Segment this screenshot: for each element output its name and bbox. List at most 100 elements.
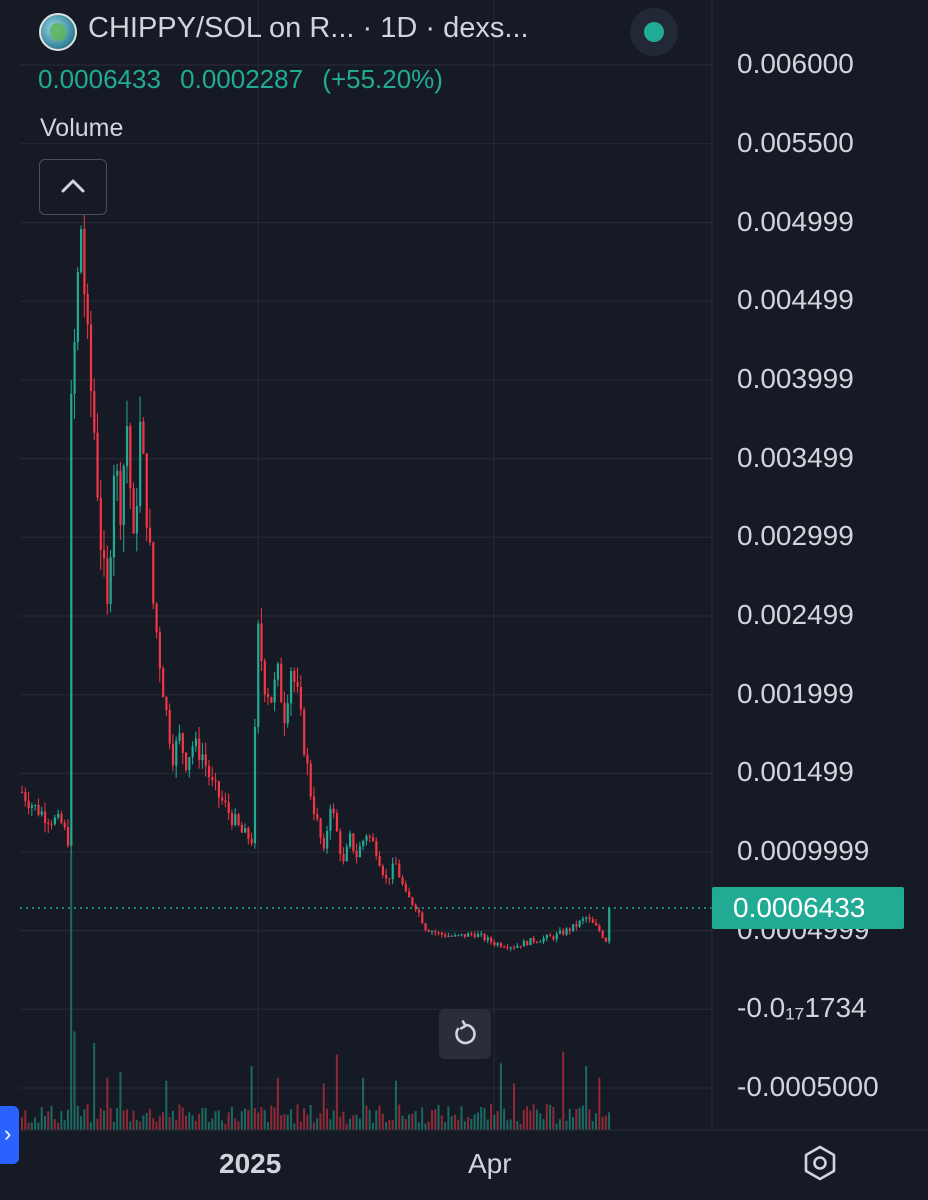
volume-bar [175, 1119, 178, 1130]
volume-bar [499, 1063, 502, 1130]
candle-body [162, 668, 165, 698]
volume-bar [116, 1107, 119, 1130]
volume-bar [119, 1072, 122, 1130]
candle-body [152, 542, 155, 604]
candle-body [139, 421, 142, 507]
interval[interactable]: 1D [380, 12, 418, 44]
candle-body [417, 909, 421, 913]
candle-body [368, 836, 371, 838]
volume-bar [391, 1120, 394, 1130]
candle-body [486, 937, 489, 941]
volume-bar [201, 1107, 204, 1130]
volume-bar [408, 1114, 411, 1130]
candle-body [601, 930, 604, 938]
chart-header[interactable]: CHIPPY/SOL on R... · 1D · dexs... [88, 12, 529, 45]
volume-indicator-label[interactable]: Volume [40, 114, 124, 142]
market-status-indicator[interactable] [630, 8, 678, 56]
volume-bar [37, 1122, 40, 1130]
candle-body [503, 946, 506, 948]
candle-body [76, 272, 79, 343]
candle-body [585, 917, 588, 919]
candle-body [558, 930, 562, 934]
candle-body [526, 941, 529, 946]
volume-bar [598, 1077, 601, 1130]
candle-body [506, 947, 509, 949]
candle-body [424, 923, 427, 931]
time-label-apr: Apr [468, 1148, 512, 1179]
volume-bar [93, 1043, 96, 1130]
volume-bar [496, 1110, 499, 1130]
volume-bar [57, 1122, 60, 1130]
candle-body [270, 696, 273, 703]
status-dot-icon [644, 22, 664, 42]
candle-body [34, 805, 37, 807]
volume-bar [388, 1119, 391, 1130]
volume-bar [152, 1118, 155, 1130]
volume-bar [604, 1115, 607, 1130]
volume-bar [63, 1120, 66, 1130]
candle-body [40, 811, 43, 815]
chart-grid [20, 0, 712, 1130]
volume-bar [306, 1114, 309, 1130]
volume-bar [53, 1119, 56, 1130]
volume-bar [385, 1122, 388, 1130]
candle-body [371, 837, 375, 842]
candle-body [431, 931, 434, 933]
candle-body [217, 781, 220, 798]
volume-bar [158, 1116, 161, 1130]
volume-bar [542, 1119, 545, 1130]
volume-bar [80, 1116, 83, 1130]
volume-bar [188, 1112, 191, 1130]
volume-bar [558, 1119, 561, 1130]
candle-body [332, 808, 335, 814]
volume-bar [381, 1113, 384, 1130]
volume-bar [326, 1108, 329, 1130]
candle-body [355, 850, 358, 858]
candle-body [129, 426, 132, 489]
candle-body [490, 937, 493, 943]
change-value: 0.0002287 [180, 64, 304, 94]
volume-bar [476, 1112, 479, 1130]
volume-bar [601, 1116, 604, 1130]
candle-body [408, 891, 411, 898]
candle-body [444, 934, 447, 937]
axis-settings-button[interactable] [800, 1143, 840, 1183]
volume-bar [257, 1112, 260, 1130]
candle-body [545, 935, 548, 939]
collapse-legend-button[interactable] [39, 159, 107, 215]
candle-body [214, 780, 217, 782]
volume-bar [293, 1123, 296, 1130]
volume-bar [345, 1123, 348, 1130]
side-panel-toggle[interactable]: › [0, 1106, 19, 1164]
candle-body [257, 623, 260, 728]
candle-body [306, 754, 309, 764]
candle-body [342, 853, 345, 862]
volume-bar [572, 1117, 575, 1130]
candle-body [253, 727, 257, 844]
candle-body [21, 792, 24, 794]
volume-bar [516, 1121, 519, 1130]
volume-bar [545, 1104, 548, 1130]
volume-bar [555, 1123, 558, 1130]
candle-body [27, 800, 30, 808]
volume-bar [339, 1116, 342, 1130]
reset-chart-button[interactable] [439, 1009, 491, 1059]
volume-bar [129, 1121, 132, 1130]
volume-bar [595, 1113, 597, 1130]
candle-body [148, 527, 152, 543]
candle-body [116, 470, 119, 476]
symbol-name[interactable]: CHIPPY/SOL on R... [88, 12, 355, 44]
candle-body [181, 733, 184, 753]
volume-bar [309, 1104, 312, 1130]
volume-bar [398, 1104, 401, 1130]
volume-bar [260, 1107, 263, 1130]
volume-bar [450, 1116, 453, 1130]
candle-body [352, 833, 355, 851]
candle-body [283, 702, 286, 724]
candle-body [194, 738, 198, 747]
volume-bar [322, 1083, 325, 1130]
volume-bar [414, 1111, 417, 1130]
price-tick-label: 0.004999 [737, 205, 854, 237]
candle-body [227, 802, 230, 814]
